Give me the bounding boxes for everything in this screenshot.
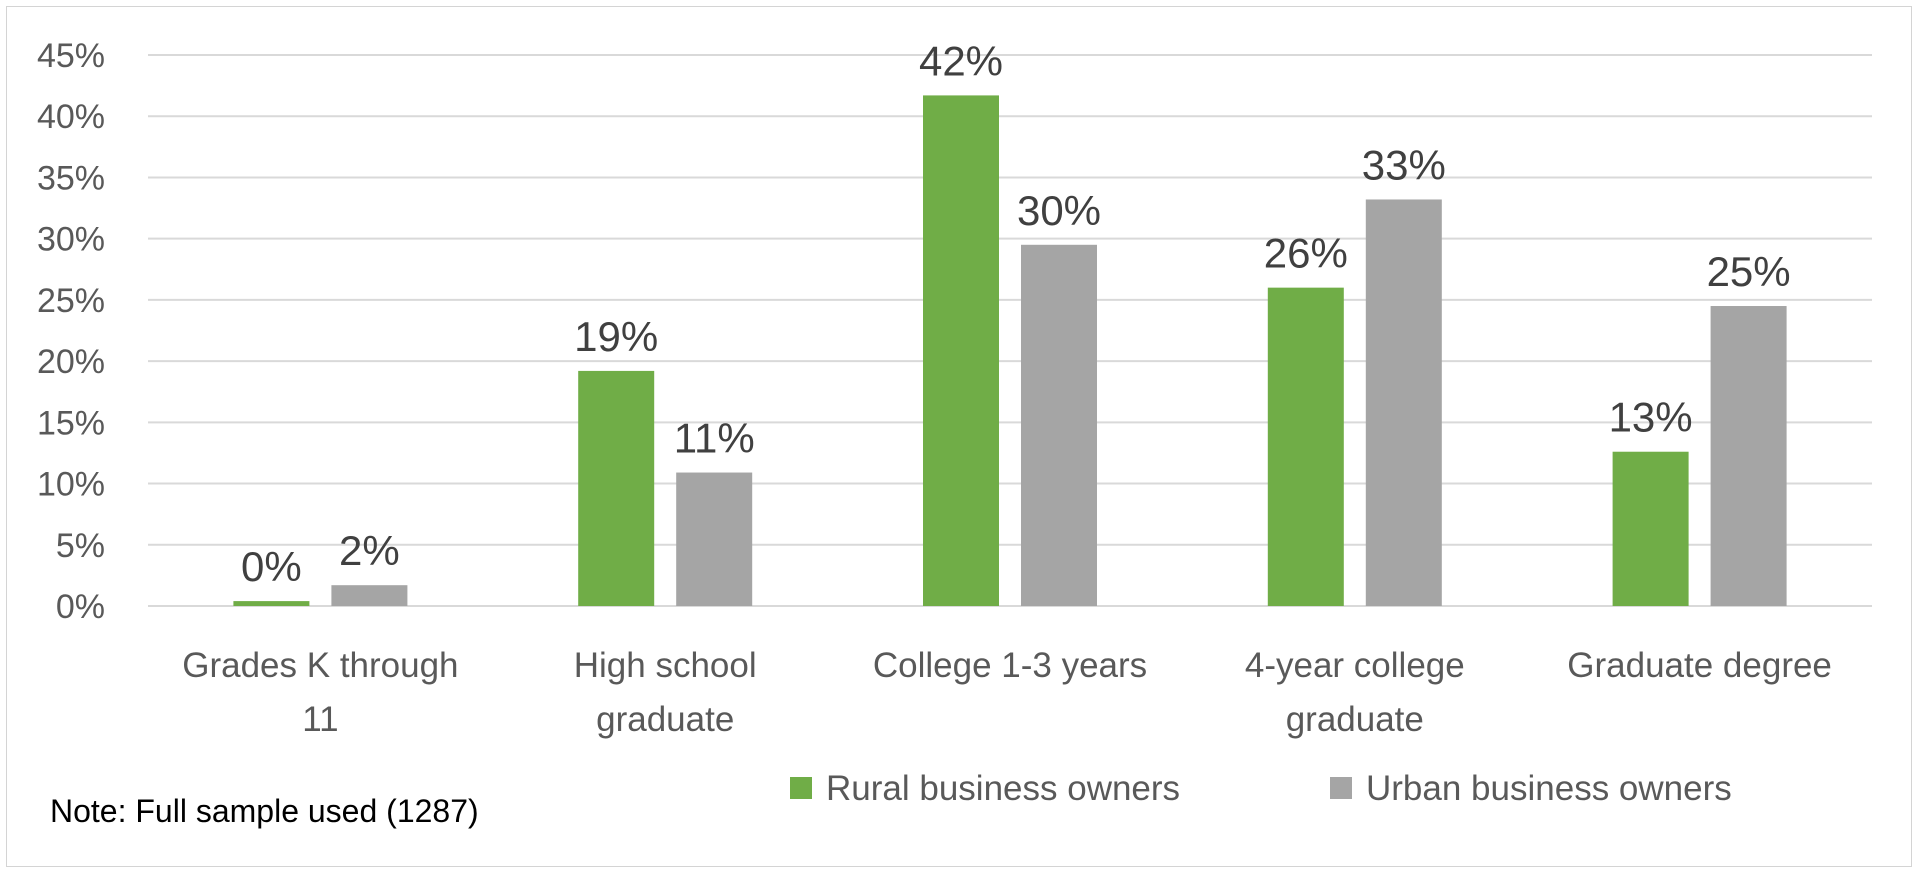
category-label: Grades K through [182, 646, 458, 685]
data-label: 25% [1707, 248, 1791, 295]
bar-rural [923, 95, 999, 606]
data-label: 0% [241, 543, 302, 590]
bars [233, 95, 1787, 607]
y-tick-label: 35% [37, 159, 105, 197]
category-labels: Grades K through 11 High school graduate Col… [182, 646, 1832, 739]
data-labels: 0% 2% 19% 11% 42% 30% 26% 33% 13% 25% [241, 37, 1791, 590]
data-label: 2% [339, 527, 400, 574]
data-label: 42% [919, 37, 1003, 84]
bar-rural [578, 370, 655, 606]
bar-urban [1365, 199, 1442, 607]
bar-urban [331, 585, 408, 606]
category-label: College 1-3 years [873, 646, 1147, 685]
y-tick-label: 45% [37, 37, 105, 75]
bar-urban [1710, 306, 1787, 606]
category-label: 4-year college [1245, 646, 1465, 685]
legend: Rural business owners Urban business owne… [790, 769, 1732, 808]
bar-urban [676, 472, 753, 606]
y-tick-label: 5% [56, 527, 105, 565]
data-label: 19% [574, 313, 658, 360]
y-tick-label: 10% [37, 466, 105, 504]
legend-swatch [790, 777, 812, 799]
legend-label: Urban business owners [1366, 769, 1732, 808]
category-label: 11 [302, 700, 338, 739]
data-label: 11% [674, 415, 755, 462]
bar-rural [1267, 287, 1344, 606]
legend-label: Rural business owners [826, 769, 1180, 808]
y-tick-label: 20% [37, 343, 105, 381]
y-axis-ticks: 0% 5% 10% 15% 20% 25% 30% 35% 40% 45% [37, 37, 105, 626]
gridlines [148, 54, 1872, 607]
chart-frame [6, 6, 1912, 867]
y-tick-label: 40% [37, 98, 105, 136]
category-label: graduate [1286, 700, 1424, 739]
category-label: graduate [596, 700, 734, 739]
y-tick-label: 25% [37, 282, 105, 320]
data-label: 13% [1609, 394, 1693, 441]
y-tick-label: 15% [37, 404, 105, 442]
data-label: 33% [1362, 141, 1446, 188]
y-tick-label: 30% [37, 221, 105, 259]
legend-item-rural: Rural business owners [790, 769, 1180, 808]
category-label: Graduate degree [1567, 646, 1832, 685]
legend-item-urban: Urban business owners [1330, 769, 1732, 808]
bar-urban [1021, 244, 1097, 607]
y-tick-label: 0% [56, 588, 105, 626]
data-label: 26% [1264, 230, 1348, 277]
bar-rural [1612, 451, 1689, 606]
bar-rural [233, 601, 310, 606]
category-label: High school [574, 646, 757, 685]
note-text: Note: Full sample used (1287) [50, 793, 479, 829]
data-label: 30% [1017, 187, 1101, 234]
legend-swatch [1330, 777, 1352, 799]
